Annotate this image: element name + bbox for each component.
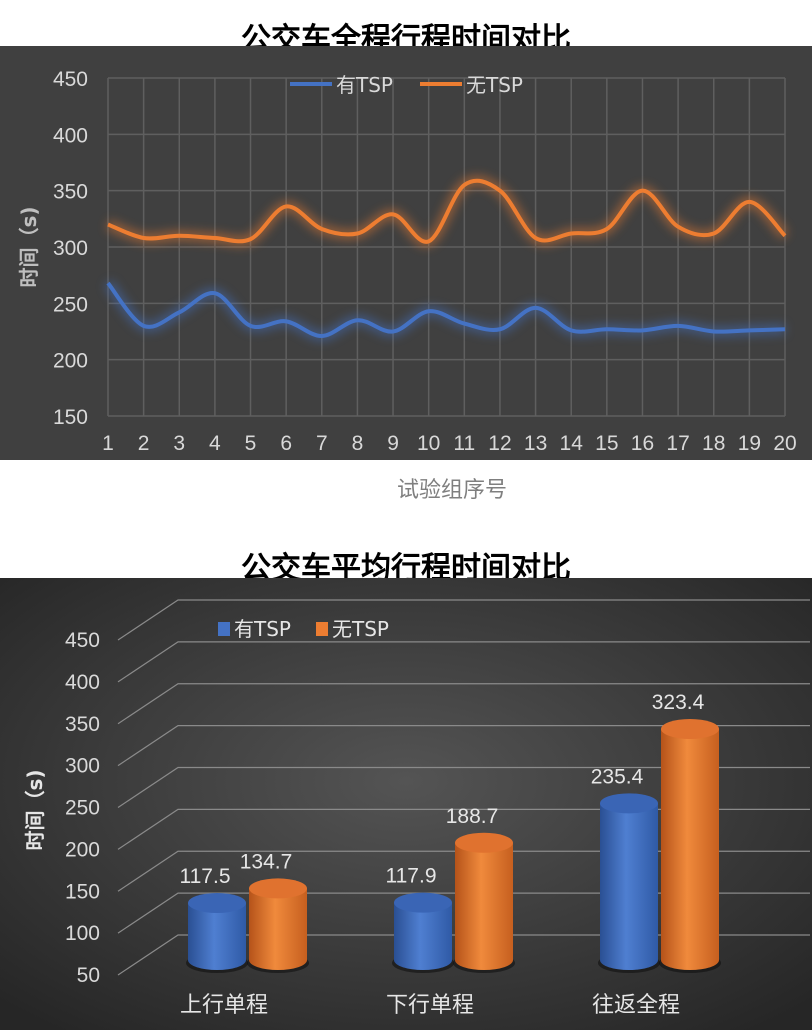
- y-tick-label: 450: [53, 68, 88, 91]
- y-tick-label: 250: [53, 293, 88, 316]
- data-label: 323.4: [652, 691, 705, 714]
- y-tick-label: 150: [53, 406, 88, 429]
- x-tick-label: 9: [387, 432, 399, 455]
- x-tick-label: 2: [138, 432, 150, 455]
- bar-top: [455, 832, 513, 853]
- gridline-y: [117, 599, 810, 641]
- x-tick-label: 7: [316, 432, 328, 455]
- data-label: 235.4: [591, 765, 644, 788]
- y-tick-label: 250: [65, 797, 100, 820]
- y-tick-label: 450: [65, 629, 100, 652]
- y-tick-label: 400: [65, 671, 100, 694]
- x-tick-label: 12: [488, 432, 511, 455]
- bar-top: [188, 892, 246, 913]
- gridline-y: [117, 766, 810, 808]
- data-label: 117.9: [386, 865, 437, 888]
- legend-label: 有TSP: [234, 617, 291, 641]
- bar-top: [394, 892, 452, 913]
- y-tick-label: 350: [65, 713, 100, 736]
- x-tick-label: 18: [702, 432, 725, 455]
- data-label: 188.7: [446, 805, 499, 828]
- x-tick-label: 下行单程: [386, 993, 474, 1018]
- x-tick-label: 16: [631, 432, 654, 455]
- y-axis-title: 时间（s): [17, 206, 41, 287]
- bar-top: [249, 878, 307, 899]
- x-tick-label: 3: [173, 432, 185, 455]
- chart-background: [0, 46, 812, 460]
- x-tick-label: 20: [773, 432, 796, 455]
- legend-label: 无TSP: [332, 617, 389, 641]
- bar-top: [661, 718, 719, 739]
- x-tick-label: 往返全程: [592, 993, 680, 1018]
- x-tick-label: 10: [417, 432, 440, 455]
- x-tick-label: 15: [595, 432, 618, 455]
- legend-swatch: [218, 622, 230, 636]
- gridline-y: [117, 641, 810, 683]
- x-tick-label: 上行单程: [180, 993, 268, 1018]
- y-tick-label: 200: [65, 838, 100, 861]
- x-tick-label: 13: [524, 432, 547, 455]
- bar-top: [600, 793, 658, 814]
- x-tick-label: 5: [245, 432, 257, 455]
- x-tick-label: 6: [280, 432, 292, 455]
- y-tick-label: 200: [53, 350, 88, 373]
- gridline-y: [117, 683, 810, 725]
- legend-label: 有TSP: [336, 73, 393, 97]
- gridline-y: [117, 892, 810, 934]
- bar-without-tsp: [453, 832, 515, 973]
- series-line-without-tsp: [107, 178, 787, 244]
- bar-without-tsp: [659, 718, 721, 973]
- legend-label: 无TSP: [466, 73, 523, 97]
- x-axis-title: 试验组序号: [397, 478, 507, 503]
- y-tick-label: 350: [53, 181, 88, 204]
- x-tick-label: 11: [453, 432, 475, 455]
- bar-body: [249, 888, 307, 970]
- y-tick-label: 100: [65, 922, 100, 945]
- bar-chart: 50 100 150 200 250 300 350 400 450 时间（s) 上行单程 117.5…: [0, 578, 812, 1030]
- data-label: 134.7: [240, 850, 293, 873]
- y-tick-label: 300: [53, 237, 88, 260]
- bar-with-tsp: [392, 892, 454, 973]
- legend-swatch: [316, 622, 328, 636]
- bar-body: [394, 902, 452, 970]
- x-tick-label: 17: [666, 432, 689, 455]
- y-tick-label: 300: [65, 755, 100, 778]
- gridline-y: [117, 808, 810, 850]
- bar-body: [661, 728, 719, 970]
- x-tick-label: 19: [738, 432, 761, 455]
- bar-with-tsp: [598, 793, 660, 973]
- x-tick-label: 8: [352, 432, 364, 455]
- data-label: 117.5: [180, 865, 231, 888]
- y-tick-label: 150: [65, 880, 100, 903]
- y-tick-label: 400: [53, 124, 88, 147]
- x-tick-label: 14: [560, 432, 584, 455]
- gridline-y: [117, 934, 810, 976]
- x-tick-label: 4: [209, 432, 221, 455]
- gridline-y: [117, 850, 810, 892]
- gridline-y: [117, 725, 810, 767]
- bar-body: [455, 842, 513, 970]
- x-tick-label: 1: [102, 432, 114, 455]
- bar-body: [600, 803, 658, 970]
- bar-without-tsp: [247, 878, 309, 973]
- bar-body: [188, 902, 246, 970]
- y-axis-title: 时间（s): [23, 769, 47, 850]
- series-line-with-tsp: [106, 281, 786, 339]
- y-tick-label: 50: [77, 964, 100, 987]
- bar-with-tsp: [186, 892, 248, 973]
